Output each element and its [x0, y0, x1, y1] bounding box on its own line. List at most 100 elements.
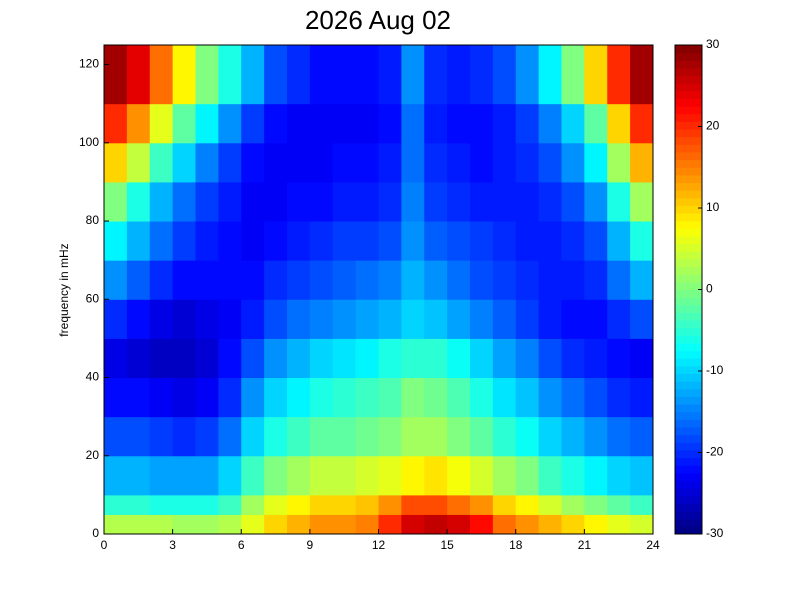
heatmap-cell	[630, 455, 654, 496]
heatmap-cell	[309, 338, 334, 379]
heatmap-cell	[630, 416, 654, 457]
colorbar-swatch	[675, 167, 702, 176]
colorbar-swatch	[675, 129, 702, 138]
heatmap-cell	[309, 181, 334, 222]
colorbar-swatch	[675, 388, 702, 397]
heatmap-cell	[172, 299, 196, 339]
colorbar-swatch	[675, 472, 702, 482]
heatmap-cell	[492, 260, 517, 300]
heatmap-cell	[355, 299, 379, 339]
heatmap-cell	[630, 142, 654, 183]
heatmap-cell	[584, 338, 608, 379]
heatmap-cell	[607, 181, 631, 222]
heatmap-cell	[515, 514, 540, 535]
colorbar-swatch	[675, 83, 702, 92]
heatmap-cell	[218, 103, 242, 144]
heatmap-cell	[584, 455, 608, 496]
y-tick-label: 120	[79, 57, 99, 71]
heatmap-cell	[630, 338, 654, 379]
heatmap-cell	[515, 377, 540, 418]
colorbar-swatch	[675, 465, 702, 474]
colorbar-swatch	[675, 449, 702, 459]
colorbar-swatch	[675, 151, 702, 161]
heatmap-cell	[424, 103, 448, 144]
heatmap-cell	[561, 45, 585, 105]
heatmap-cell	[378, 338, 402, 379]
heatmap-cell	[401, 221, 425, 261]
heatmap-cell	[355, 377, 379, 418]
colorbar-swatch	[675, 106, 702, 115]
colorbar-swatch	[675, 45, 702, 54]
heatmap-cell	[309, 514, 334, 535]
heatmap-cell	[172, 494, 196, 515]
heatmap-cell	[195, 494, 219, 515]
heatmap-cell	[378, 455, 402, 496]
heatmap-cell	[355, 260, 379, 300]
heatmap-cell	[332, 338, 357, 379]
heatmap-cell	[424, 299, 448, 339]
heatmap-cell	[172, 181, 196, 222]
heatmap-cell	[241, 260, 265, 300]
heatmap-cell	[172, 221, 196, 261]
heatmap-cell	[309, 221, 334, 261]
heatmap-cell	[126, 377, 151, 418]
heatmap-cell	[630, 45, 654, 105]
heatmap-cell	[607, 338, 631, 379]
heatmap-cell	[172, 260, 196, 300]
heatmap-cell	[241, 494, 265, 515]
heatmap-cell	[332, 221, 357, 261]
heatmap-cell	[630, 494, 654, 515]
heatmap-cell	[630, 377, 654, 418]
heatmap-cell	[584, 494, 608, 515]
heatmap-cell	[584, 377, 608, 418]
heatmap-cell	[492, 455, 517, 496]
colorbar-swatch	[675, 228, 702, 237]
heatmap-cell	[241, 377, 265, 418]
colorbar-swatch	[675, 503, 702, 512]
heatmap-cell	[149, 103, 174, 144]
heatmap-cell	[607, 514, 631, 535]
heatmap-cell	[355, 45, 379, 105]
heatmap-cell	[378, 45, 402, 105]
colorbar-swatch	[675, 174, 702, 184]
heatmap-cell	[241, 45, 265, 105]
heatmap-cell	[149, 416, 174, 457]
heatmap-cell	[218, 494, 242, 515]
heatmap-cell	[241, 455, 265, 496]
heatmap-cell	[584, 45, 608, 105]
heatmap-cell	[538, 103, 562, 144]
heatmap-cell	[401, 103, 425, 144]
colorbar-swatch	[675, 113, 702, 122]
heatmap-cell	[447, 299, 471, 339]
heatmap-cell	[607, 377, 631, 418]
heatmap-cell	[401, 514, 425, 535]
heatmap-cell	[287, 455, 311, 496]
heatmap-cell	[264, 514, 288, 535]
heatmap-cell	[332, 514, 357, 535]
heatmap-cell	[241, 103, 265, 144]
heatmap-cell	[126, 514, 151, 535]
heatmap-cell	[584, 514, 608, 535]
heatmap-cell	[515, 103, 540, 144]
heatmap-cell	[309, 455, 334, 496]
heatmap-cell	[561, 299, 585, 339]
heatmap-cell	[378, 260, 402, 300]
heatmap-cell	[607, 416, 631, 457]
colorbar-swatch	[675, 121, 702, 130]
heatmap-cell	[515, 299, 540, 339]
heatmap-cell	[241, 181, 265, 222]
heatmap-cell	[195, 416, 219, 457]
heatmap-cell	[149, 260, 174, 300]
heatmap-cell	[538, 221, 562, 261]
heatmap-cell	[447, 221, 471, 261]
heatmap-cell	[264, 221, 288, 261]
heatmap-cell	[470, 377, 494, 418]
colorbar-swatch	[675, 213, 702, 222]
heatmap-cell	[561, 142, 585, 183]
colorbar-swatch	[675, 251, 702, 260]
y-axis-label: frequency in mHz	[57, 243, 71, 336]
colorbar-swatch	[675, 136, 702, 145]
heatmap-cell	[287, 142, 311, 183]
heatmap-cell	[401, 416, 425, 457]
colorbar-swatch	[675, 304, 702, 313]
